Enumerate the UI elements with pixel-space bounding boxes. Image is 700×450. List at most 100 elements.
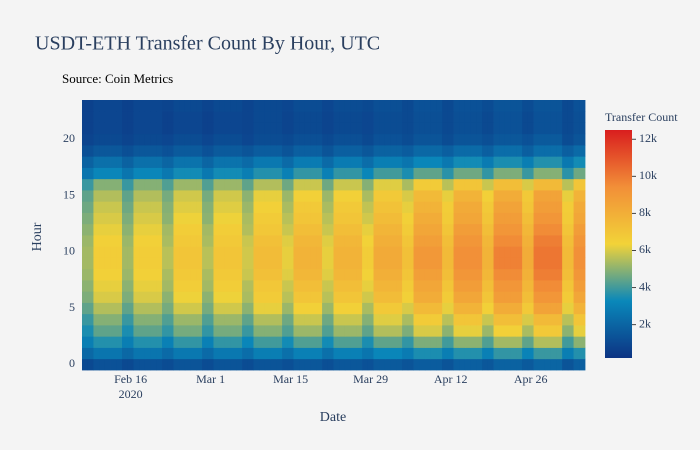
heatmap-cell — [407, 212, 414, 225]
heatmap-cell — [310, 257, 317, 270]
heatmap-cell — [327, 223, 334, 236]
heatmap-cell — [122, 190, 129, 202]
heatmap-cell — [110, 280, 117, 292]
heatmap-cell — [190, 100, 197, 112]
heatmap-cell — [190, 145, 197, 157]
heatmap-cell — [539, 122, 546, 135]
heatmap-cell — [384, 156, 392, 168]
heatmap-cell — [156, 257, 163, 270]
heatmap-cell — [384, 100, 392, 112]
heatmap-cell — [527, 212, 534, 225]
heatmap-cell — [144, 100, 151, 112]
heatmap-cell — [396, 156, 403, 168]
heatmap-cell — [390, 223, 397, 236]
heatmap-cell — [99, 201, 106, 213]
heatmap-cell — [259, 235, 266, 247]
heatmap-cell — [270, 291, 277, 303]
heatmap-cell — [373, 336, 380, 348]
heatmap-cell — [527, 156, 534, 168]
heatmap-cell — [316, 122, 323, 135]
heatmap-cell — [127, 223, 134, 236]
heatmap-cell — [493, 325, 500, 337]
heatmap-cell — [293, 358, 300, 371]
heatmap-cell — [167, 100, 174, 112]
heatmap-cell — [184, 167, 192, 180]
heatmap-cell — [579, 280, 586, 292]
heatmap-cell — [533, 268, 540, 281]
heatmap-cell — [396, 190, 403, 202]
heatmap-cell — [350, 291, 357, 303]
heatmap-cell — [259, 246, 266, 258]
heatmap-cell — [122, 178, 129, 191]
heatmap-cell — [236, 145, 243, 157]
heatmap-cell — [173, 223, 180, 236]
heatmap-cell — [333, 235, 340, 247]
heatmap-cell — [550, 122, 557, 135]
heatmap-cell — [504, 111, 512, 123]
heatmap-cell — [213, 347, 220, 360]
heatmap-cell — [367, 167, 374, 180]
heatmap-cell — [299, 325, 306, 337]
heatmap-cell — [247, 190, 254, 202]
heatmap-cell — [350, 111, 357, 123]
heatmap-cell — [362, 235, 369, 247]
heatmap-cell — [499, 235, 506, 247]
heatmap-cell — [476, 156, 483, 168]
heatmap-cell — [396, 313, 403, 326]
heatmap-cell — [224, 178, 232, 191]
heatmap-cell — [253, 235, 260, 247]
heatmap-cell — [453, 167, 460, 180]
heatmap-cell — [184, 280, 192, 292]
heatmap-cell — [116, 302, 123, 315]
heatmap-cell — [430, 167, 437, 180]
heatmap-cell — [424, 336, 432, 348]
heatmap-cell — [419, 336, 426, 348]
heatmap-cell — [362, 133, 369, 146]
heatmap-cell — [202, 347, 209, 360]
heatmap-cell — [419, 223, 426, 236]
heatmap-cell — [379, 223, 386, 236]
heatmap-cell — [110, 201, 117, 213]
heatmap-cell — [527, 100, 534, 112]
heatmap-cell — [476, 201, 483, 213]
heatmap-cell — [93, 280, 100, 292]
heatmap-cell — [544, 212, 552, 225]
heatmap-cell — [207, 235, 214, 247]
heatmap-cell — [93, 246, 100, 258]
heatmap-cell — [464, 246, 472, 258]
colorbar-tick-label: 12k — [639, 131, 657, 145]
heatmap-cell — [122, 358, 129, 371]
heatmap-cell — [533, 100, 540, 112]
heatmap-cell — [424, 358, 432, 371]
heatmap-cell — [436, 201, 443, 213]
heatmap-cell — [493, 313, 500, 326]
heatmap-cell — [282, 178, 289, 191]
heatmap-cell — [436, 223, 443, 236]
heatmap-cell — [150, 280, 157, 292]
heatmap-cell — [562, 257, 569, 270]
heatmap-cell — [287, 358, 294, 371]
heatmap-cell — [207, 167, 214, 180]
heatmap-cell — [573, 302, 580, 315]
heatmap-cell — [482, 313, 489, 326]
heatmap-cell — [344, 336, 352, 348]
heatmap-cell — [453, 156, 460, 168]
heatmap-cell — [533, 156, 540, 168]
heatmap-cell — [493, 122, 500, 135]
heatmap-cell — [167, 347, 174, 360]
heatmap-cell — [430, 223, 437, 236]
heatmap-cell — [419, 122, 426, 135]
heatmap-cell — [453, 111, 460, 123]
heatmap-cell — [104, 313, 111, 326]
heatmap-cell — [253, 145, 260, 157]
heatmap-cell — [407, 122, 414, 135]
heatmap-cell — [179, 347, 186, 360]
heatmap-cell — [544, 280, 552, 292]
heatmap-cell — [487, 313, 494, 326]
heatmap-cell — [562, 223, 569, 236]
heatmap-cell — [396, 257, 403, 270]
heatmap-cell — [310, 111, 317, 123]
heatmap-cell — [384, 268, 392, 281]
heatmap-cell — [453, 268, 460, 281]
heatmap-cell — [304, 235, 312, 247]
